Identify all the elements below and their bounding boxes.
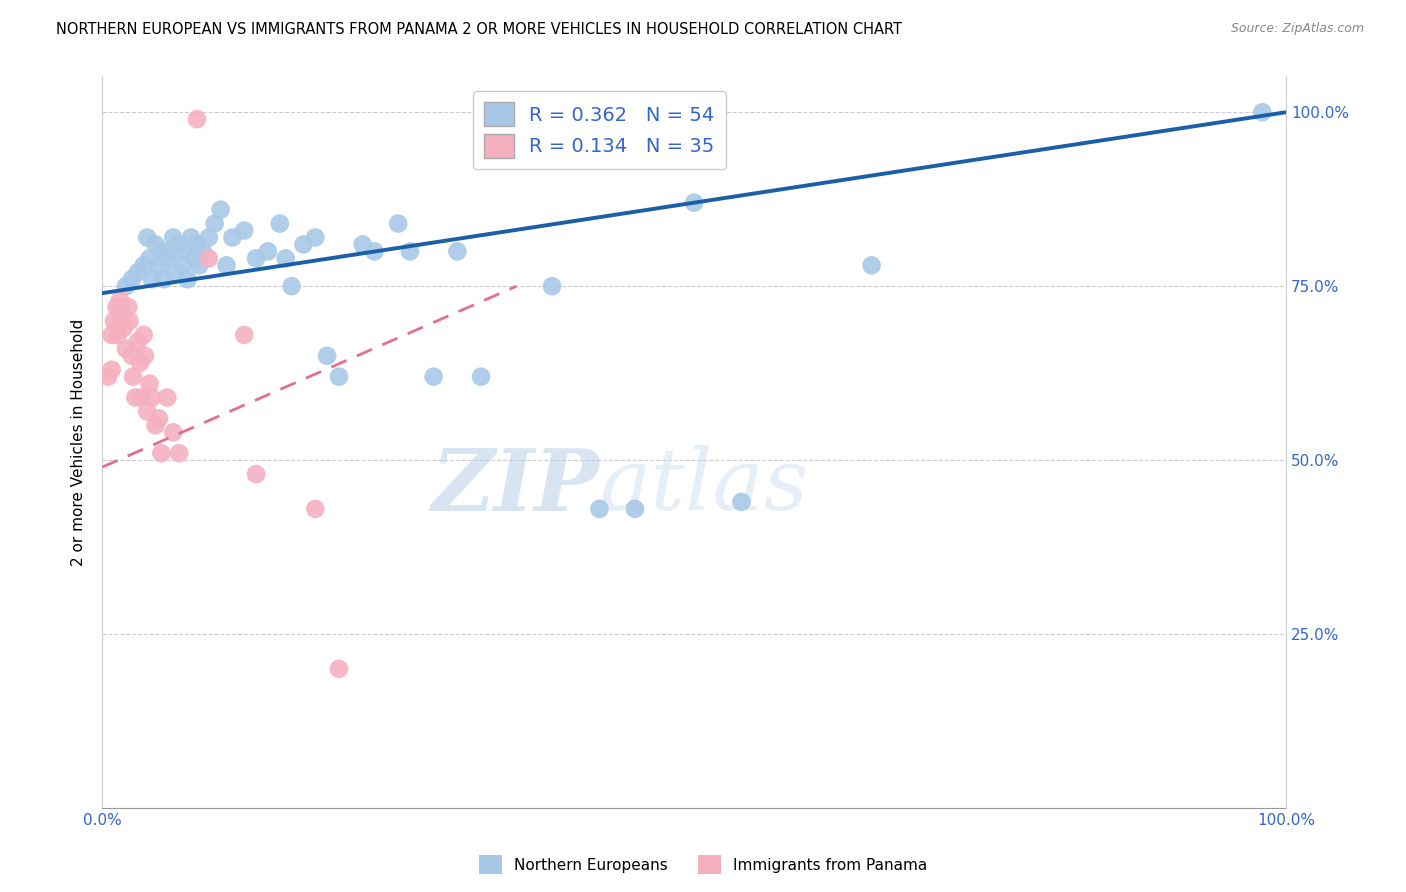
Point	[204, 217, 226, 231]
Point	[162, 230, 184, 244]
Point	[141, 391, 163, 405]
Point	[233, 327, 256, 342]
Text: NORTHERN EUROPEAN VS IMMIGRANTS FROM PANAMA 2 OR MORE VEHICLES IN HOUSEHOLD CORR: NORTHERN EUROPEAN VS IMMIGRANTS FROM PAN…	[56, 22, 903, 37]
Point	[108, 293, 131, 307]
Legend: Northern Europeans, Immigrants from Panama: Northern Europeans, Immigrants from Pana…	[472, 849, 934, 880]
Point	[112, 321, 135, 335]
Point	[245, 252, 267, 266]
Point	[1251, 105, 1274, 120]
Point	[121, 349, 143, 363]
Point	[150, 446, 173, 460]
Point	[172, 258, 194, 272]
Point	[191, 244, 214, 259]
Point	[363, 244, 385, 259]
Point	[280, 279, 302, 293]
Point	[148, 258, 170, 272]
Point	[156, 252, 179, 266]
Point	[148, 411, 170, 425]
Point	[156, 391, 179, 405]
Legend: R = 0.362   N = 54, R = 0.134   N = 35: R = 0.362 N = 54, R = 0.134 N = 35	[472, 91, 725, 169]
Point	[145, 237, 167, 252]
Point	[138, 376, 160, 391]
Text: ZIP: ZIP	[432, 445, 599, 528]
Text: atlas: atlas	[599, 445, 808, 528]
Point	[183, 252, 205, 266]
Y-axis label: 2 or more Vehicles in Household: 2 or more Vehicles in Household	[72, 319, 86, 566]
Point	[132, 327, 155, 342]
Point	[245, 467, 267, 481]
Point	[269, 217, 291, 231]
Point	[730, 495, 752, 509]
Point	[174, 244, 197, 259]
Point	[446, 244, 468, 259]
Point	[129, 356, 152, 370]
Point	[100, 362, 122, 376]
Point	[683, 195, 706, 210]
Point	[197, 252, 219, 266]
Point	[127, 334, 149, 349]
Text: Source: ZipAtlas.com: Source: ZipAtlas.com	[1230, 22, 1364, 36]
Point	[165, 265, 187, 279]
Point	[121, 272, 143, 286]
Point	[352, 237, 374, 252]
Point	[141, 272, 163, 286]
Point	[132, 258, 155, 272]
Point	[186, 112, 208, 127]
Point	[160, 244, 183, 259]
Point	[197, 230, 219, 244]
Point	[274, 252, 297, 266]
Point	[105, 300, 128, 314]
Point	[188, 258, 211, 272]
Point	[257, 244, 280, 259]
Point	[152, 272, 174, 286]
Point	[860, 258, 883, 272]
Point	[117, 300, 139, 314]
Point	[150, 244, 173, 259]
Point	[162, 425, 184, 440]
Point	[541, 279, 564, 293]
Point	[136, 404, 159, 418]
Point	[215, 258, 238, 272]
Point	[127, 265, 149, 279]
Point	[387, 217, 409, 231]
Point	[115, 279, 138, 293]
Point	[115, 342, 138, 356]
Point	[209, 202, 232, 217]
Point	[221, 230, 243, 244]
Point	[145, 418, 167, 433]
Point	[328, 369, 350, 384]
Point	[186, 237, 208, 252]
Point	[97, 369, 120, 384]
Point	[233, 223, 256, 237]
Point	[138, 252, 160, 266]
Point	[422, 369, 444, 384]
Point	[588, 501, 610, 516]
Point	[100, 327, 122, 342]
Point	[624, 501, 647, 516]
Point	[180, 230, 202, 244]
Point	[304, 501, 326, 516]
Point	[107, 327, 129, 342]
Point	[118, 314, 141, 328]
Point	[399, 244, 422, 259]
Point	[304, 230, 326, 244]
Point	[328, 662, 350, 676]
Point	[110, 314, 132, 328]
Point	[136, 230, 159, 244]
Point	[129, 391, 152, 405]
Point	[176, 272, 198, 286]
Point	[134, 349, 156, 363]
Point	[124, 391, 146, 405]
Point	[103, 314, 125, 328]
Point	[316, 349, 339, 363]
Point	[167, 237, 190, 252]
Point	[122, 369, 145, 384]
Point	[292, 237, 315, 252]
Point	[108, 300, 131, 314]
Point	[470, 369, 492, 384]
Point	[167, 446, 190, 460]
